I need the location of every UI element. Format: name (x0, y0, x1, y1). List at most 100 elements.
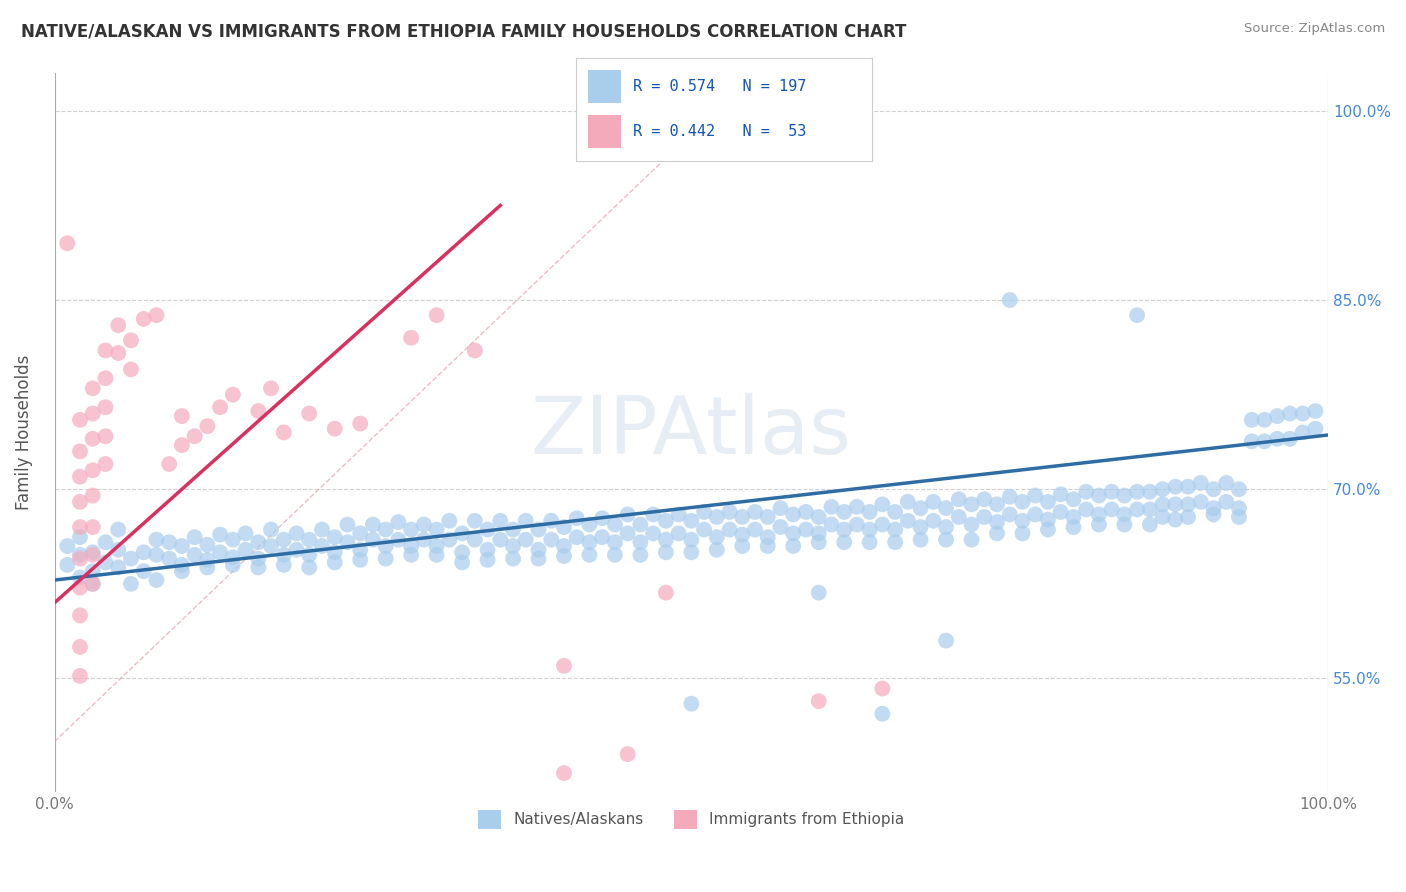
Point (591, 530, 613, 544)
Point (183, 548, 205, 562)
Point (1278, 407, 1301, 421)
Point (107, 318, 129, 333)
Point (451, 545, 474, 559)
Point (247, 535, 270, 549)
Point (744, 505, 766, 519)
Point (1240, 434, 1263, 449)
Point (872, 517, 894, 532)
Point (94, 401, 117, 415)
Point (948, 492, 970, 507)
Point (82, 463, 104, 477)
Point (1164, 512, 1187, 526)
Point (807, 526, 830, 541)
Point (578, 535, 600, 549)
Point (412, 533, 434, 547)
Point (285, 542, 308, 557)
Point (273, 533, 295, 547)
Point (628, 517, 651, 532)
Point (170, 438, 193, 452)
Point (1292, 407, 1315, 421)
Point (655, 545, 678, 559)
Point (451, 555, 474, 569)
Point (998, 490, 1021, 504)
Point (693, 523, 716, 537)
Point (323, 555, 346, 569)
Point (935, 633, 957, 648)
Point (209, 545, 232, 559)
Point (845, 517, 868, 532)
Point (744, 523, 766, 537)
Point (655, 533, 678, 547)
Point (769, 501, 792, 516)
Point (794, 505, 817, 519)
Point (426, 548, 449, 562)
Point (69, 444, 91, 458)
Point (1139, 502, 1161, 516)
Point (565, 511, 588, 525)
Point (1101, 502, 1123, 516)
Point (1253, 413, 1275, 427)
Point (540, 533, 562, 547)
Point (820, 500, 842, 514)
Point (553, 766, 575, 780)
Point (298, 407, 321, 421)
Point (336, 517, 359, 532)
Point (540, 514, 562, 528)
Point (1126, 308, 1149, 322)
Point (349, 417, 371, 431)
Point (820, 517, 842, 532)
Point (69, 570, 91, 584)
Point (935, 533, 957, 547)
Point (1177, 497, 1199, 511)
Point (94, 343, 117, 358)
Point (706, 510, 728, 524)
Point (603, 548, 626, 562)
Point (195, 538, 218, 552)
Point (273, 425, 295, 440)
Point (756, 510, 779, 524)
Point (349, 526, 371, 541)
Point (399, 331, 422, 345)
Point (374, 539, 396, 553)
Point (82, 407, 104, 421)
Point (591, 511, 613, 525)
Point (502, 539, 524, 553)
Point (1126, 502, 1149, 516)
Point (859, 523, 882, 537)
Point (195, 560, 218, 574)
Point (374, 551, 396, 566)
Point (311, 523, 333, 537)
Point (247, 560, 270, 574)
Point (477, 523, 499, 537)
Point (298, 548, 321, 562)
Point (1265, 409, 1288, 423)
Point (464, 514, 486, 528)
Point (82, 545, 104, 559)
Point (1024, 508, 1046, 522)
Point (183, 530, 205, 544)
Point (998, 293, 1021, 307)
Point (1177, 480, 1199, 494)
Point (578, 517, 600, 532)
Point (872, 706, 894, 721)
Point (247, 551, 270, 566)
Point (643, 508, 665, 522)
Point (1049, 505, 1071, 519)
Point (693, 505, 716, 519)
Point (502, 551, 524, 566)
Point (1253, 434, 1275, 449)
Point (489, 533, 512, 547)
Point (298, 560, 321, 574)
Point (477, 553, 499, 567)
Point (1139, 484, 1161, 499)
Point (260, 523, 283, 537)
Point (1215, 475, 1237, 490)
Point (910, 533, 932, 547)
Point (69, 608, 91, 623)
Point (884, 535, 907, 549)
Point (222, 387, 245, 401)
Point (1114, 489, 1136, 503)
Point (183, 429, 205, 443)
FancyBboxPatch shape (588, 70, 620, 103)
Point (859, 535, 882, 549)
